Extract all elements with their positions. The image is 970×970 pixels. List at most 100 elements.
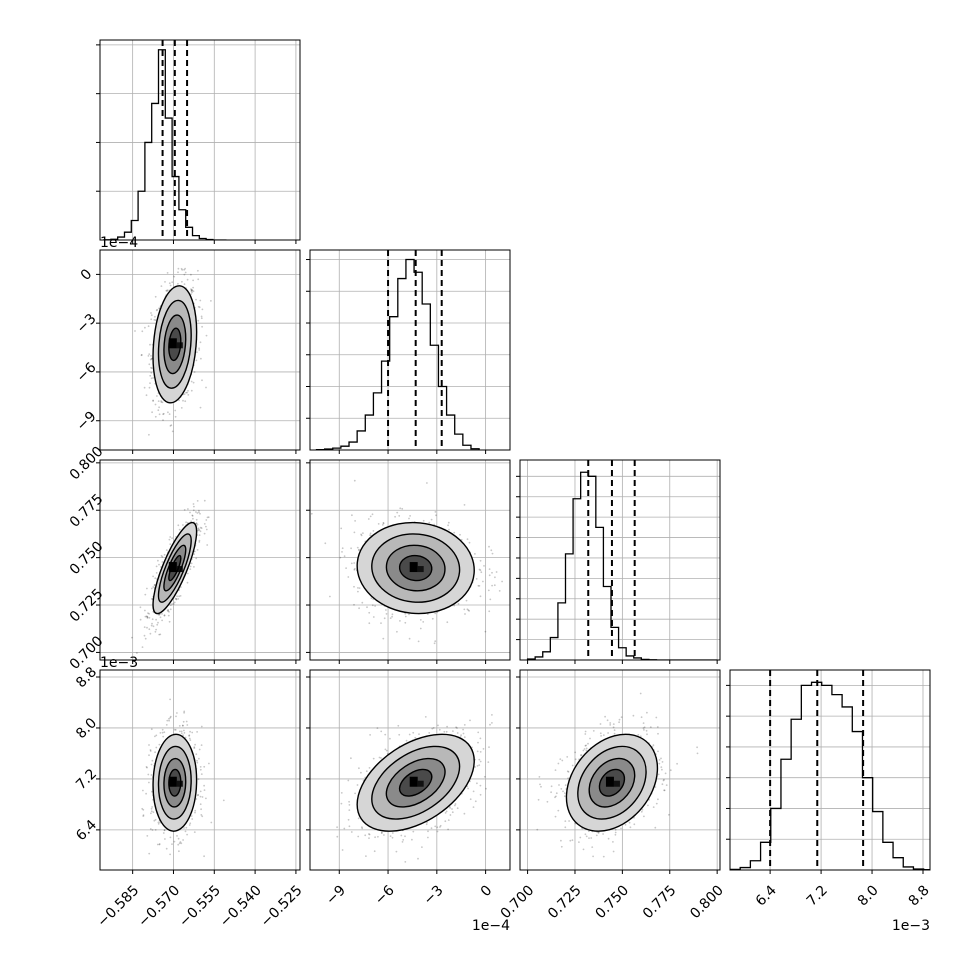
sample-point: [463, 812, 466, 815]
sample-point: [170, 424, 173, 427]
sample-point: [200, 315, 203, 318]
sample-point: [151, 367, 153, 370]
sample-point: [166, 272, 169, 274]
sample-point: [343, 555, 346, 558]
sample-point: [353, 479, 356, 482]
sample-point: [186, 278, 189, 281]
sample-point: [173, 840, 176, 843]
sample-point: [417, 857, 419, 860]
sample-point: [478, 764, 481, 766]
sample-point: [153, 319, 156, 321]
sample-point: [160, 554, 163, 557]
sample-point: [186, 581, 189, 584]
sample-point: [408, 637, 411, 640]
sample-point: [177, 524, 180, 527]
sample-point: [561, 759, 564, 762]
sample-point: [358, 587, 361, 589]
sample-point: [408, 613, 410, 616]
sample-point: [168, 611, 170, 613]
sample-point: [182, 839, 185, 841]
sample-point: [159, 633, 162, 636]
sample-point: [633, 823, 636, 826]
sample-point: [467, 787, 469, 790]
sample-point: [383, 617, 386, 620]
sample-point: [150, 312, 152, 314]
sample-point: [178, 528, 181, 531]
sample-point: [165, 724, 168, 726]
sample-point: [197, 528, 200, 531]
sample-point: [341, 551, 343, 553]
sample-point: [163, 829, 166, 832]
sample-point: [479, 784, 482, 787]
sample-point: [188, 735, 191, 737]
sample-point: [158, 563, 160, 566]
sample-point: [472, 806, 475, 808]
sample-point: [173, 601, 176, 604]
contour-3: [168, 554, 182, 582]
sample-point: [479, 751, 482, 753]
sample-point: [372, 530, 375, 532]
sample-point: [201, 308, 204, 311]
sample-point: [168, 413, 171, 415]
sample-point: [358, 549, 360, 552]
scatter-panel-0-1: [96, 248, 301, 454]
sample-point: [152, 586, 155, 588]
sample-point: [467, 609, 470, 612]
sample-point: [495, 571, 498, 573]
sample-point: [161, 613, 163, 615]
sample-point: [426, 482, 428, 484]
sample-point: [156, 623, 159, 626]
sample-point: [341, 547, 344, 550]
sample-point: [472, 790, 475, 793]
sample-point: [419, 627, 422, 630]
sample-point: [198, 347, 201, 350]
sample-point: [487, 589, 490, 592]
sample-point: [478, 568, 481, 571]
sample-point: [148, 754, 150, 757]
sample-point: [587, 742, 589, 745]
sample-point: [474, 800, 477, 803]
sample-point: [362, 532, 364, 534]
sample-point: [354, 520, 356, 522]
sample-point: [148, 628, 151, 631]
sample-point: [145, 792, 148, 795]
sample-point: [465, 599, 468, 602]
sample-point: [482, 748, 485, 750]
sample-point: [161, 619, 164, 622]
sample-point: [136, 652, 138, 654]
sample-point: [380, 757, 382, 759]
sample-point: [190, 815, 193, 817]
sample-point: [402, 839, 405, 841]
sample-point: [162, 412, 165, 415]
sample-point: [447, 828, 449, 831]
sample-point: [426, 821, 428, 824]
sample-point: [480, 571, 483, 574]
sample-point: [446, 621, 449, 624]
sample-point: [171, 537, 174, 539]
sample-point: [153, 819, 156, 822]
sample-point: [456, 727, 458, 729]
scatter-panel-0-2: [96, 459, 301, 664]
sample-point: [163, 553, 166, 556]
sample-point: [163, 829, 166, 831]
sample-point: [353, 585, 355, 588]
sample-point: [191, 514, 194, 517]
sample-point: [356, 546, 359, 549]
sample-point: [148, 612, 151, 615]
sample-point: [422, 519, 425, 522]
sample-point: [166, 719, 169, 722]
sample-point: [169, 248, 171, 250]
sample-point: [167, 614, 170, 617]
sample-point: [463, 608, 466, 611]
sample-point: [348, 804, 351, 806]
panel-frame-d2: [519, 459, 721, 661]
sample-point: [146, 626, 148, 629]
sample-point: [177, 843, 180, 846]
sample-point: [161, 401, 164, 404]
sample-point: [191, 289, 193, 291]
sample-point: [143, 386, 146, 389]
sample-point: [173, 275, 176, 278]
sample-point: [199, 406, 202, 409]
sample-point: [149, 828, 152, 830]
sample-point: [409, 515, 411, 517]
